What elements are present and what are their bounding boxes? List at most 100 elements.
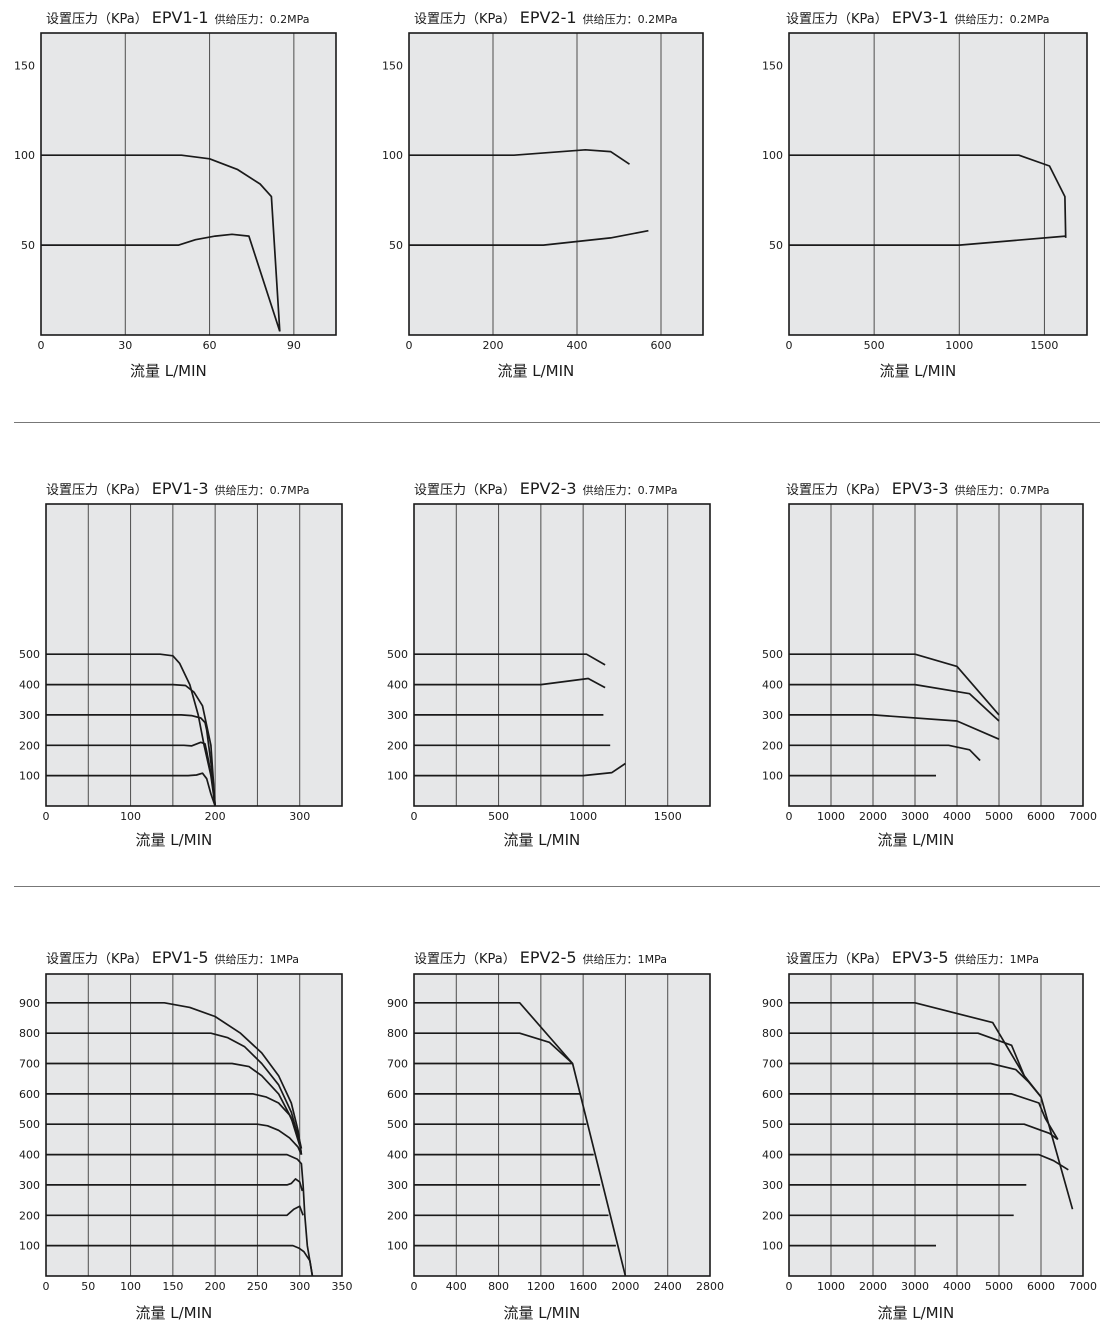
y-tick-label: 100	[762, 770, 783, 783]
y-tick-label: 600	[387, 1088, 408, 1101]
x-tick-label: 0	[38, 339, 45, 352]
series-line-2	[414, 1032, 574, 1065]
y-tick-label: 400	[762, 1149, 783, 1162]
y-tick-label: 150	[14, 59, 35, 72]
y-tick-label: 500	[387, 1118, 408, 1131]
chart-header-epv1-1: 设置压力（KPa） EPV1-1 供给压力：0.2MPa	[46, 8, 309, 27]
x-tick-label: 0	[406, 339, 413, 352]
x-axis-title: 流量 L/MIN	[877, 831, 955, 849]
x-tick-label: 4000	[943, 1280, 971, 1293]
series-line-1	[789, 154, 1067, 238]
y-tick-label: 100	[19, 1240, 40, 1253]
series-line-9	[46, 1244, 314, 1277]
y-tick-label: 500	[387, 648, 408, 661]
series-line-1	[789, 1001, 1074, 1210]
plot-frame	[788, 32, 1088, 336]
plot-frame	[408, 32, 704, 336]
y-tick-label: 500	[19, 1118, 40, 1131]
series-line-3	[789, 1062, 1042, 1098]
set-pressure-label: 设置压力（KPa）	[46, 12, 148, 27]
series-line-4	[46, 1093, 303, 1149]
series-line-6	[46, 1153, 314, 1277]
y-tick-label: 300	[762, 1179, 783, 1192]
supply-pressure-label: 供给压力：0.2MPa	[214, 13, 310, 26]
x-tick-label: 400	[446, 1280, 467, 1293]
plot-area	[409, 33, 703, 335]
y-tick-label: 100	[19, 770, 40, 783]
x-axis-title: 流量 L/MIN	[879, 362, 957, 380]
chart-header-epv3-5: 设置压力（KPa） EPV3-5 供给压力：1MPa	[786, 948, 1039, 967]
x-axis-title: 流量 L/MIN	[130, 362, 207, 380]
y-tick-label: 900	[19, 997, 40, 1010]
x-tick-label: 0	[786, 810, 793, 823]
series-line-2	[41, 233, 281, 332]
model-label: EPV3-1	[891, 8, 949, 27]
x-tick-label: 5000	[985, 1280, 1013, 1293]
y-tick-label: 500	[19, 648, 40, 661]
y-tick-label: 100	[14, 149, 35, 162]
x-tick-label: 2000	[611, 1280, 639, 1293]
x-tick-label: 5000	[985, 810, 1013, 823]
set-pressure-label: 设置压力（KPa）	[414, 952, 516, 967]
x-tick-label: 1500	[1030, 339, 1058, 352]
x-tick-label: 7000	[1069, 1280, 1097, 1293]
series-line-4	[789, 1093, 1059, 1140]
x-tick-label: 1500	[654, 810, 682, 823]
model-label: EPV1-5	[151, 948, 209, 967]
y-tick-label: 500	[762, 648, 783, 661]
y-tick-label: 50	[769, 239, 783, 252]
x-tick-label: 30	[118, 339, 132, 352]
series-line-6	[789, 1153, 1069, 1171]
model-label: EPV2-3	[519, 479, 577, 498]
series-line-1	[789, 653, 1000, 716]
x-tick-label: 7000	[1069, 810, 1097, 823]
y-tick-label: 300	[387, 1179, 408, 1192]
x-tick-label: 150	[162, 1280, 183, 1293]
y-tick-label: 200	[387, 739, 408, 752]
row-divider-1	[14, 422, 1100, 423]
x-axis-title: 流量 L/MIN	[135, 831, 213, 849]
chart-header-epv2-3: 设置压力（KPa） EPV2-3 供给压力：0.7MPa	[414, 479, 677, 498]
set-pressure-label: 设置压力（KPa）	[786, 952, 888, 967]
series-line-5	[414, 762, 626, 777]
y-tick-label: 50	[389, 239, 403, 252]
set-pressure-label: 设置压力（KPa）	[786, 12, 888, 27]
y-tick-label: 200	[387, 1209, 408, 1222]
x-tick-label: 3000	[901, 1280, 929, 1293]
series-line-2	[414, 677, 606, 689]
y-tick-label: 900	[762, 997, 783, 1010]
x-tick-label: 1200	[527, 1280, 555, 1293]
series-line-1	[409, 148, 630, 165]
x-tick-label: 100	[120, 1280, 141, 1293]
y-tick-label: 150	[762, 59, 783, 72]
y-tick-label: 400	[387, 1149, 408, 1162]
x-tick-label: 300	[289, 1280, 310, 1293]
x-tick-label: 1600	[569, 1280, 597, 1293]
y-tick-label: 300	[762, 709, 783, 722]
set-pressure-label: 设置压力（KPa）	[46, 952, 148, 967]
y-tick-label: 300	[19, 1179, 40, 1192]
x-tick-label: 2000	[859, 1280, 887, 1293]
series-line-5	[46, 1123, 303, 1155]
y-tick-label: 600	[762, 1088, 783, 1101]
supply-pressure-label: 供给压力：1MPa	[954, 953, 1039, 966]
y-tick-label: 200	[19, 1209, 40, 1222]
x-tick-label: 2800	[696, 1280, 724, 1293]
y-tick-label: 150	[382, 59, 403, 72]
x-tick-label: 1000	[945, 339, 973, 352]
y-tick-label: 400	[387, 679, 408, 692]
x-tick-label: 1000	[569, 810, 597, 823]
y-tick-label: 100	[382, 149, 403, 162]
x-axis-title: 流量 L/MIN	[503, 1304, 581, 1322]
plot-frame	[40, 32, 337, 336]
y-tick-label: 900	[387, 997, 408, 1010]
y-tick-label: 800	[19, 1027, 40, 1040]
series-line-1	[414, 1001, 627, 1277]
x-tick-label: 0	[411, 1280, 418, 1293]
